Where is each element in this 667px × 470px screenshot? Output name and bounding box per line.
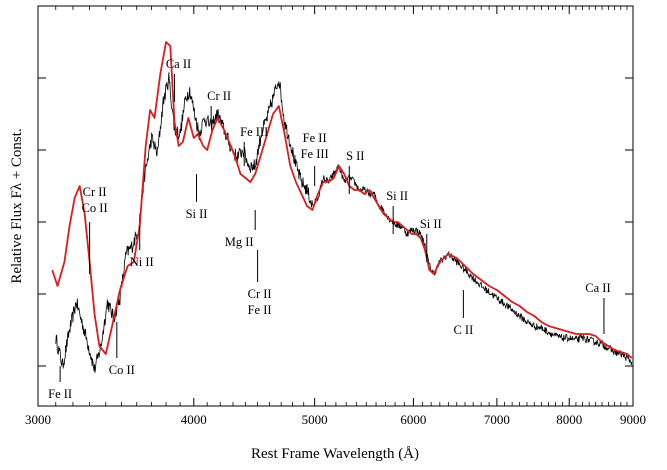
annotation-label: Si II: [386, 189, 408, 203]
annotation-label: Si II: [186, 207, 208, 221]
x-tick-label: 4000: [181, 412, 207, 427]
x-tick-label: 3000: [25, 412, 51, 427]
annotation-label: Cr II: [207, 89, 231, 103]
line-annotations: Fe II Cr II Co II Co II Ni II Ca II Cr II Si II…: [48, 57, 610, 401]
x-tick-label: 9000: [620, 412, 646, 427]
annotation-label: Ni II: [130, 255, 154, 269]
annotation-label: C II: [453, 323, 473, 337]
annotation-label: Co II: [82, 201, 108, 215]
x-tick-label: 6000: [400, 412, 426, 427]
annotation-label: Fe II: [48, 387, 72, 401]
annotation-label: Fe II: [248, 303, 272, 317]
annotation-label: Ca II: [585, 281, 610, 295]
x-tick-label: 8000: [556, 412, 582, 427]
annotation-label: Fe III: [301, 147, 329, 161]
x-tick-label: 7000: [484, 412, 510, 427]
annotation-label: Fe II: [303, 131, 327, 145]
annotation-label: Fe III: [240, 125, 268, 139]
annotation-label: Si II: [420, 217, 442, 231]
series-layer: [51, 41, 633, 373]
annotation-label: Co II: [109, 363, 135, 377]
annotation-label: Ca II: [166, 57, 191, 71]
x-tick-label: 5000: [302, 412, 328, 427]
model-spectrum-line: [51, 41, 633, 359]
axis-ticks: 3000 4000 5000 6000 7000 8000 9000: [25, 6, 646, 427]
annotation-label: S II: [346, 149, 364, 163]
annotation-label: Mg II: [225, 235, 254, 249]
annotation-label: Cr II: [83, 185, 107, 199]
x-axis-title: Rest Frame Wavelength (Å): [251, 446, 419, 462]
y-axis-title: Relative Flux Fλ + Const.: [9, 128, 25, 283]
plot-frame: [37, 5, 634, 407]
observed-spectrum-line: [55, 72, 633, 373]
annotation-label: Cr II: [248, 287, 272, 301]
